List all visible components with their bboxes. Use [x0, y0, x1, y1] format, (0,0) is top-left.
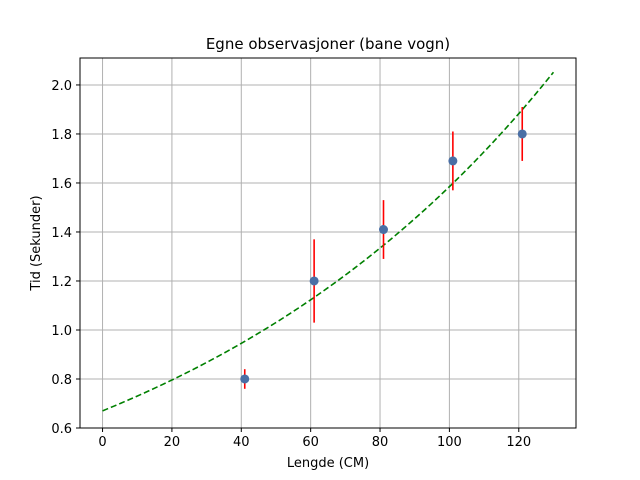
data-point-layer — [240, 129, 527, 384]
grid — [80, 58, 576, 429]
x-tick-label: 0 — [98, 435, 106, 450]
x-tick-label: 40 — [233, 435, 250, 450]
ticks: 0 20 40 60 80 100 120 0.6 0.8 1.0 1.2 1.4 1.6 1.8 2.0 — [51, 79, 531, 450]
data-point — [309, 276, 319, 286]
y-tick-label: 1.4 — [51, 226, 72, 241]
y-axis-label: Tid (Sekunder) — [29, 195, 44, 291]
y-tick-label: 1.0 — [51, 324, 72, 339]
data-point — [378, 225, 388, 235]
y-tick-label: 1.8 — [51, 128, 72, 143]
fit-curve-layer — [102, 71, 555, 412]
x-tick-label: 120 — [506, 435, 531, 450]
y-tick-label: 1.6 — [51, 177, 72, 192]
y-tick-label: 0.8 — [51, 373, 72, 388]
x-tick-label: 60 — [302, 435, 319, 450]
y-tick-label: 1.2 — [51, 275, 72, 290]
x-tick-label: 20 — [164, 435, 181, 450]
x-tick-label: 80 — [372, 435, 389, 450]
x-tick-label: 100 — [437, 435, 462, 450]
data-point — [448, 156, 458, 166]
y-tick-label: 2.0 — [51, 79, 72, 94]
data-point — [517, 129, 527, 139]
chart-title: Egne observasjoner (bane vogn) — [206, 35, 450, 53]
plot-frame — [79, 57, 577, 429]
fit-curve-line — [102, 71, 555, 412]
data-point — [240, 374, 250, 384]
x-axis-label: Lengde (CM) — [287, 456, 369, 471]
y-tick-label: 0.6 — [51, 422, 72, 437]
